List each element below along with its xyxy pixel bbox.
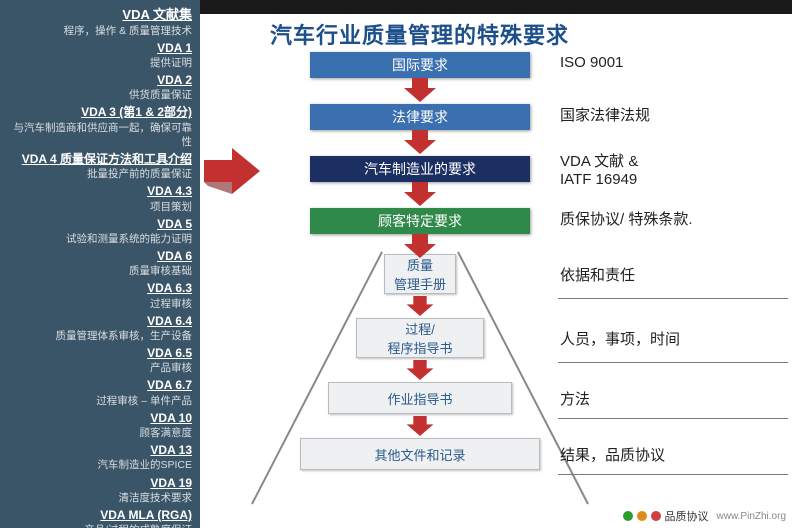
sidebar-item-title: VDA 3 (第1 & 2部分) [4, 104, 192, 120]
down-arrow-icon [406, 416, 434, 436]
sidebar-item[interactable]: VDA 2供货质量保证 [4, 72, 192, 102]
sidebar-item[interactable]: VDA 文献集程序，操作 & 质量管理技术 [4, 6, 192, 38]
sidebar-item-sub: 产品审核 [4, 361, 192, 375]
sidebar-item[interactable]: VDA 6质量审核基础 [4, 248, 192, 278]
sidebar-item[interactable]: VDA 6.7过程审核 – 单件产品 [4, 377, 192, 407]
watermark-text: 品质协议 [665, 508, 709, 524]
sidebar-item-sub: 批量投产前的质量保证 [4, 167, 192, 181]
pyramid-right-label: 结果，品质协议 [560, 444, 665, 465]
sidebar-item-sub: 汽车制造业的SPICE [4, 458, 192, 472]
down-arrow-icon [404, 130, 436, 154]
sidebar-item[interactable]: VDA MLA (RGA)产品/过程的成熟度保证 [4, 507, 192, 528]
sidebar-item[interactable]: VDA 19清洁度技术要求 [4, 475, 192, 505]
sidebar-item[interactable]: VDA 4.3项目策划 [4, 183, 192, 213]
sidebar-item-title: VDA 19 [4, 475, 192, 491]
sidebar-item-title: VDA 6.3 [4, 280, 192, 296]
sidebar-item-title: VDA 4.3 [4, 183, 192, 199]
sidebar-item-title: VDA 6.5 [4, 345, 192, 361]
requirement-right-label: ISO 9001 [560, 54, 623, 71]
requirement-right-label: 质保协议/ 特殊条款. [560, 208, 693, 229]
pyramid-right-label: 方法 [560, 388, 590, 409]
sidebar-item-sub: 过程审核 – 单件产品 [4, 394, 192, 408]
watermark: 品质协议 www.PinZhi.org [623, 508, 786, 524]
sidebar-item-sub: 质量管理体系审核，生产设备 [4, 329, 192, 343]
requirement-box: 顾客特定要求 [310, 208, 530, 234]
requirement-box: 法律要求 [310, 104, 530, 130]
sidebar-item-sub: 试验和测量系统的能力证明 [4, 232, 192, 246]
sidebar-item-title: VDA 6 [4, 248, 192, 264]
down-arrow-icon [404, 234, 436, 258]
watermark-url: www.PinZhi.org [717, 511, 786, 522]
sidebar-item-title: VDA 6.7 [4, 377, 192, 393]
sidebar-item-sub: 项目策划 [4, 200, 192, 214]
sidebar-item[interactable]: VDA 10顾客满意度 [4, 410, 192, 440]
divider-line [558, 362, 788, 363]
sidebar-item-sub: 过程审核 [4, 297, 192, 311]
sidebar-item[interactable]: VDA 6.5产品审核 [4, 345, 192, 375]
pyramid-layer: 质量管理手册 [384, 254, 456, 294]
divider-line [558, 418, 788, 419]
sidebar-item[interactable]: VDA 5试验和测量系统的能力证明 [4, 216, 192, 246]
sidebar-item-title: VDA 13 [4, 442, 192, 458]
sidebar-item[interactable]: VDA 3 (第1 & 2部分)与汽车制造商和供应商一起，确保可靠性 [4, 104, 192, 149]
watermark-dot-icon [637, 511, 647, 521]
sidebar-item-title: VDA 2 [4, 72, 192, 88]
pyramid-layer: 其他文件和记录 [300, 438, 540, 470]
sidebar-item-sub: 提供证明 [4, 56, 192, 70]
diagram-area: 汽车行业质量管理的特殊要求 质量管理手册过程/程序指导书作业指导书其他文件和记录… [200, 0, 792, 528]
down-arrow-icon [404, 182, 436, 206]
sidebar-item-title: VDA 1 [4, 40, 192, 56]
sidebar-item[interactable]: VDA 1提供证明 [4, 40, 192, 70]
down-arrow-icon [406, 360, 434, 380]
pyramid-layer: 作业指导书 [328, 382, 512, 414]
pyramid-layer: 过程/程序指导书 [356, 318, 484, 358]
requirement-right-label: VDA 文献 &IATF 16949 [560, 150, 638, 188]
sidebar-item-sub: 顾客满意度 [4, 426, 192, 440]
document-pyramid: 质量管理手册过程/程序指导书作业指导书其他文件和记录 [260, 248, 580, 512]
sidebar-item-title: VDA 10 [4, 410, 192, 426]
big-red-arrow-icon [204, 146, 260, 196]
watermark-dot-icon [651, 511, 661, 521]
sidebar-item-sub: 程序，操作 & 质量管理技术 [4, 24, 192, 38]
requirement-box: 汽车制造业的要求 [310, 156, 530, 182]
sidebar-item-sub: 与汽车制造商和供应商一起，确保可靠性 [4, 121, 192, 149]
sidebar-item-sub: 质量审核基础 [4, 264, 192, 278]
sidebar-item-title: VDA MLA (RGA) [4, 507, 192, 523]
sidebar-item[interactable]: VDA 13汽车制造业的SPICE [4, 442, 192, 472]
top-dark-bar [200, 0, 792, 14]
pyramid-right-label: 依据和责任 [560, 264, 635, 285]
watermark-dot-icon [623, 511, 633, 521]
requirement-right-label: 国家法律法规 [560, 104, 650, 125]
sidebar-item-sub: 供货质量保证 [4, 88, 192, 102]
divider-line [558, 474, 788, 475]
sidebar-item-title: VDA 5 [4, 216, 192, 232]
sidebar-vda-index: VDA 文献集程序，操作 & 质量管理技术VDA 1提供证明VDA 2供货质量保… [0, 0, 200, 528]
pyramid-right-label: 人员，事项，时间 [560, 328, 680, 349]
sidebar-item-title: VDA 6.4 [4, 313, 192, 329]
sidebar-item[interactable]: VDA 4 质量保证方法和工具介绍批量投产前的质量保证 [4, 151, 192, 181]
sidebar-item[interactable]: VDA 6.3过程审核 [4, 280, 192, 310]
requirement-box: 国际要求 [310, 52, 530, 78]
down-arrow-icon [406, 296, 434, 316]
sidebar-item-sub: 清洁度技术要求 [4, 491, 192, 505]
down-arrow-icon [404, 78, 436, 102]
root: VDA 文献集程序，操作 & 质量管理技术VDA 1提供证明VDA 2供货质量保… [0, 0, 792, 528]
sidebar-item-title: VDA 4 质量保证方法和工具介绍 [4, 151, 192, 167]
divider-line [558, 298, 788, 299]
sidebar-item-sub: 产品/过程的成熟度保证 [4, 523, 192, 528]
page-title: 汽车行业质量管理的特殊要求 [270, 18, 569, 50]
sidebar-item[interactable]: VDA 6.4质量管理体系审核，生产设备 [4, 313, 192, 343]
sidebar-item-title: VDA 文献集 [4, 6, 192, 24]
